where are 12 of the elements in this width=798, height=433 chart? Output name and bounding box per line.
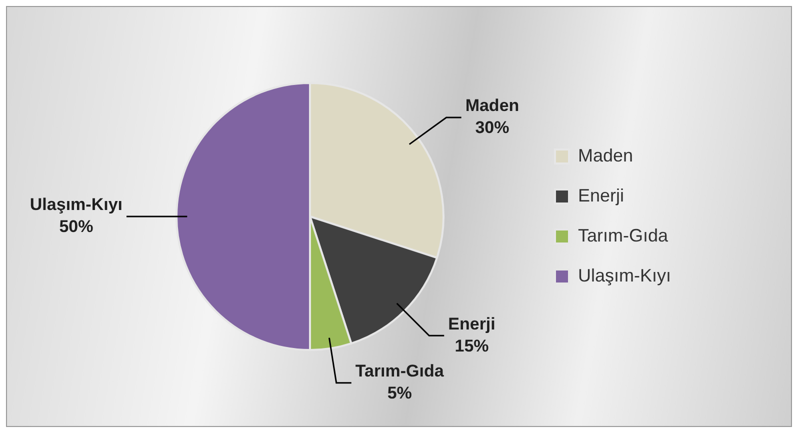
legend-label: Maden — [578, 145, 634, 166]
legend-label: Ulaşım-Kıyı — [578, 265, 672, 286]
data-label: 5% — [387, 384, 412, 403]
legend-label: Enerji — [578, 185, 624, 206]
data-label: 30% — [475, 118, 510, 138]
slice-label: Tarım-Gıda — [355, 362, 444, 381]
data-label: 15% — [454, 336, 489, 356]
data-label: 50% — [59, 217, 94, 236]
slice-label: Maden — [465, 96, 520, 116]
legend-label: Tarım-Gıda — [578, 225, 669, 246]
slice-label: Ulaşım-Kıyı — [30, 195, 122, 214]
slice-label: Enerji — [448, 314, 496, 334]
